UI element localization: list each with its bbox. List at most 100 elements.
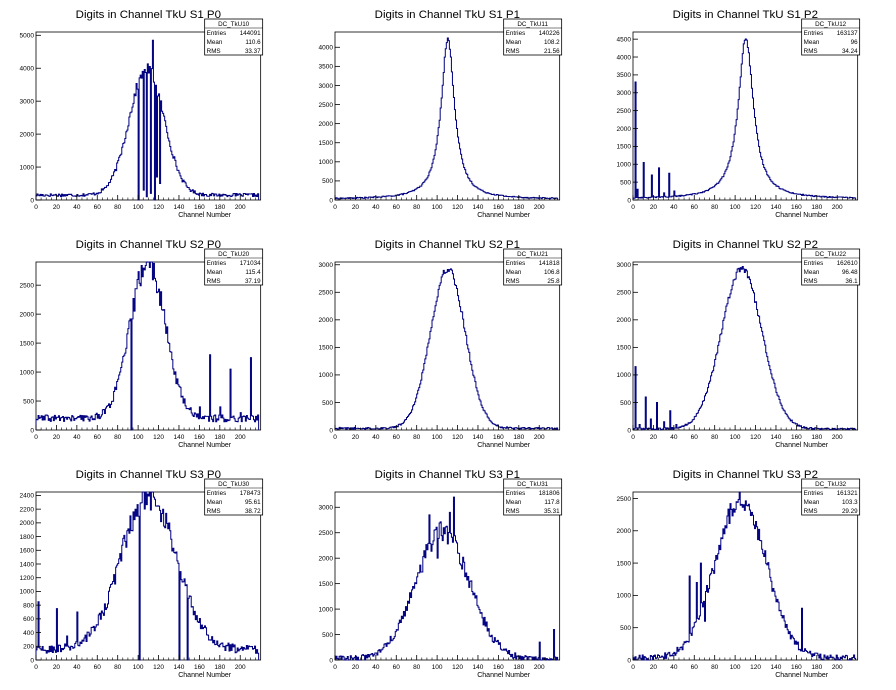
x-tick-label: 140 xyxy=(174,664,185,671)
x-tick-label: 60 xyxy=(94,664,102,671)
x-tick-label: 180 xyxy=(214,204,225,211)
x-tick-label: 200 xyxy=(832,204,843,211)
y-tick-label: 200 xyxy=(23,644,34,651)
x-tick-label: 180 xyxy=(214,664,225,671)
y-tick-label: 0 xyxy=(30,657,34,664)
x-tick-label: 120 xyxy=(452,434,463,441)
stats-value-mean: 115.4 xyxy=(245,269,261,276)
y-tick-label: 1500 xyxy=(617,144,632,151)
stats-label-rms: RMS xyxy=(505,48,519,55)
x-tick-label: 80 xyxy=(114,434,122,441)
y-tick-label: 1000 xyxy=(318,159,333,166)
stats-box xyxy=(801,478,861,516)
stats-box xyxy=(502,478,562,516)
x-tick-label: 40 xyxy=(671,204,679,211)
stats-box xyxy=(801,18,861,56)
stats-box xyxy=(801,248,861,286)
y-tick-label: 0 xyxy=(628,197,632,204)
x-tick-label: 80 xyxy=(711,664,719,671)
stats-label-mean: Mean xyxy=(804,39,820,46)
stats-value-rms: 29.29 xyxy=(842,508,858,515)
y-tick-label: 500 xyxy=(322,400,333,407)
x-axis-label: Channel Number xyxy=(776,442,829,449)
y-tick-label: 400 xyxy=(23,630,34,637)
y-tick-label: 0 xyxy=(329,197,333,204)
y-tick-label: 1400 xyxy=(20,561,35,568)
stats-label-mean: Mean xyxy=(505,269,521,276)
stats-value-rms: 36.1 xyxy=(846,278,859,285)
x-tick-label: 20 xyxy=(650,434,658,441)
y-tick-label: 3000 xyxy=(20,98,35,105)
stats-value-entries: 178473 xyxy=(240,490,261,497)
stats-label-mean: Mean xyxy=(804,499,820,506)
stats-value-entries: 162610 xyxy=(837,260,858,267)
stats-value-mean: 96.48 xyxy=(842,269,858,276)
histogram-panel-5: Digits in Channel TkU S2 P1 0 20 40 60 80 100 1… xyxy=(318,239,562,449)
y-tick-label: 500 xyxy=(322,632,333,639)
stats-box xyxy=(204,248,264,286)
x-tick-label: 100 xyxy=(133,204,144,211)
stats-label-mean: Mean xyxy=(207,499,223,506)
y-tick-label: 0 xyxy=(628,427,632,434)
y-tick-label: 3000 xyxy=(318,262,333,269)
plot-frame xyxy=(334,261,560,431)
y-tick-label: 500 xyxy=(620,400,631,407)
y-tick-label: 1500 xyxy=(318,140,333,147)
x-tick-label: 120 xyxy=(452,664,463,671)
stats-label-rms: RMS xyxy=(505,508,519,515)
stats-label-rms: RMS xyxy=(804,48,818,55)
histogram-line xyxy=(35,39,260,201)
histogram-panel-8: Digits in Channel TkU S3 P1 0 20 40 60 80 100 1… xyxy=(318,469,562,679)
stats-label-entries: Entries xyxy=(505,260,525,267)
x-tick-label: 200 xyxy=(235,204,246,211)
x-tick-label: 80 xyxy=(711,434,719,441)
x-tick-label: 20 xyxy=(650,204,658,211)
x-tick-label: 120 xyxy=(750,204,761,211)
stats-value-entries: 141818 xyxy=(538,260,559,267)
stats-label-mean: Mean xyxy=(505,499,521,506)
x-tick-label: 0 xyxy=(333,664,337,671)
stats-name: DC_TkU21 xyxy=(517,251,549,258)
stats-value-entries: 140226 xyxy=(538,30,559,37)
histogram-line xyxy=(334,37,558,200)
chart-title: Digits in Channel TkU S1 P1 xyxy=(374,9,519,21)
x-tick-label: 60 xyxy=(392,664,400,671)
y-tick-label: 3000 xyxy=(617,262,632,269)
histogram-panel-6: Digits in Channel TkU S2 P2 0 20 40 60 80 100 1… xyxy=(617,239,861,449)
x-tick-label: 120 xyxy=(153,204,164,211)
stats-label-entries: Entries xyxy=(804,30,824,37)
x-tick-label: 100 xyxy=(730,434,741,441)
stats-value-entries: 181806 xyxy=(538,490,559,497)
y-tick-label: 2000 xyxy=(617,317,632,324)
x-tick-label: 160 xyxy=(194,204,205,211)
y-tick-label: 1500 xyxy=(318,581,333,588)
x-tick-label: 0 xyxy=(34,664,38,671)
x-tick-label: 100 xyxy=(133,434,144,441)
x-tick-label: 140 xyxy=(472,664,483,671)
chart-title: Digits in Channel TkU S3 P0 xyxy=(76,469,221,481)
stats-name: DC_TkU31 xyxy=(517,481,549,488)
x-tick-label: 200 xyxy=(533,204,544,211)
plot-frame xyxy=(35,261,262,431)
x-tick-label: 80 xyxy=(413,204,421,211)
x-tick-label: 200 xyxy=(832,664,843,671)
histogram-panel-4: Digits in Channel TkU S2 P0 0 20 40 60 80 100 1… xyxy=(20,239,264,449)
x-tick-label: 180 xyxy=(812,664,823,671)
y-tick-label: 0 xyxy=(628,657,632,664)
stats-label-mean: Mean xyxy=(804,269,820,276)
x-tick-label: 0 xyxy=(333,434,337,441)
x-tick-label: 160 xyxy=(791,204,802,211)
x-tick-label: 140 xyxy=(771,434,782,441)
x-tick-label: 120 xyxy=(750,664,761,671)
x-tick-label: 200 xyxy=(235,664,246,671)
y-tick-label: 3000 xyxy=(318,505,333,512)
x-tick-label: 20 xyxy=(351,434,359,441)
stats-value-rms: 25.8 xyxy=(547,278,560,285)
histogram-panel-2: Digits in Channel TkU S1 P1 0 20 40 60 80 100 1… xyxy=(318,9,562,219)
x-tick-label: 60 xyxy=(392,204,400,211)
x-tick-label: 180 xyxy=(513,204,524,211)
histogram-line xyxy=(334,268,558,430)
y-tick-label: 2500 xyxy=(20,282,35,289)
stats-label-rms: RMS xyxy=(505,278,519,285)
y-tick-label: 500 xyxy=(620,625,631,632)
